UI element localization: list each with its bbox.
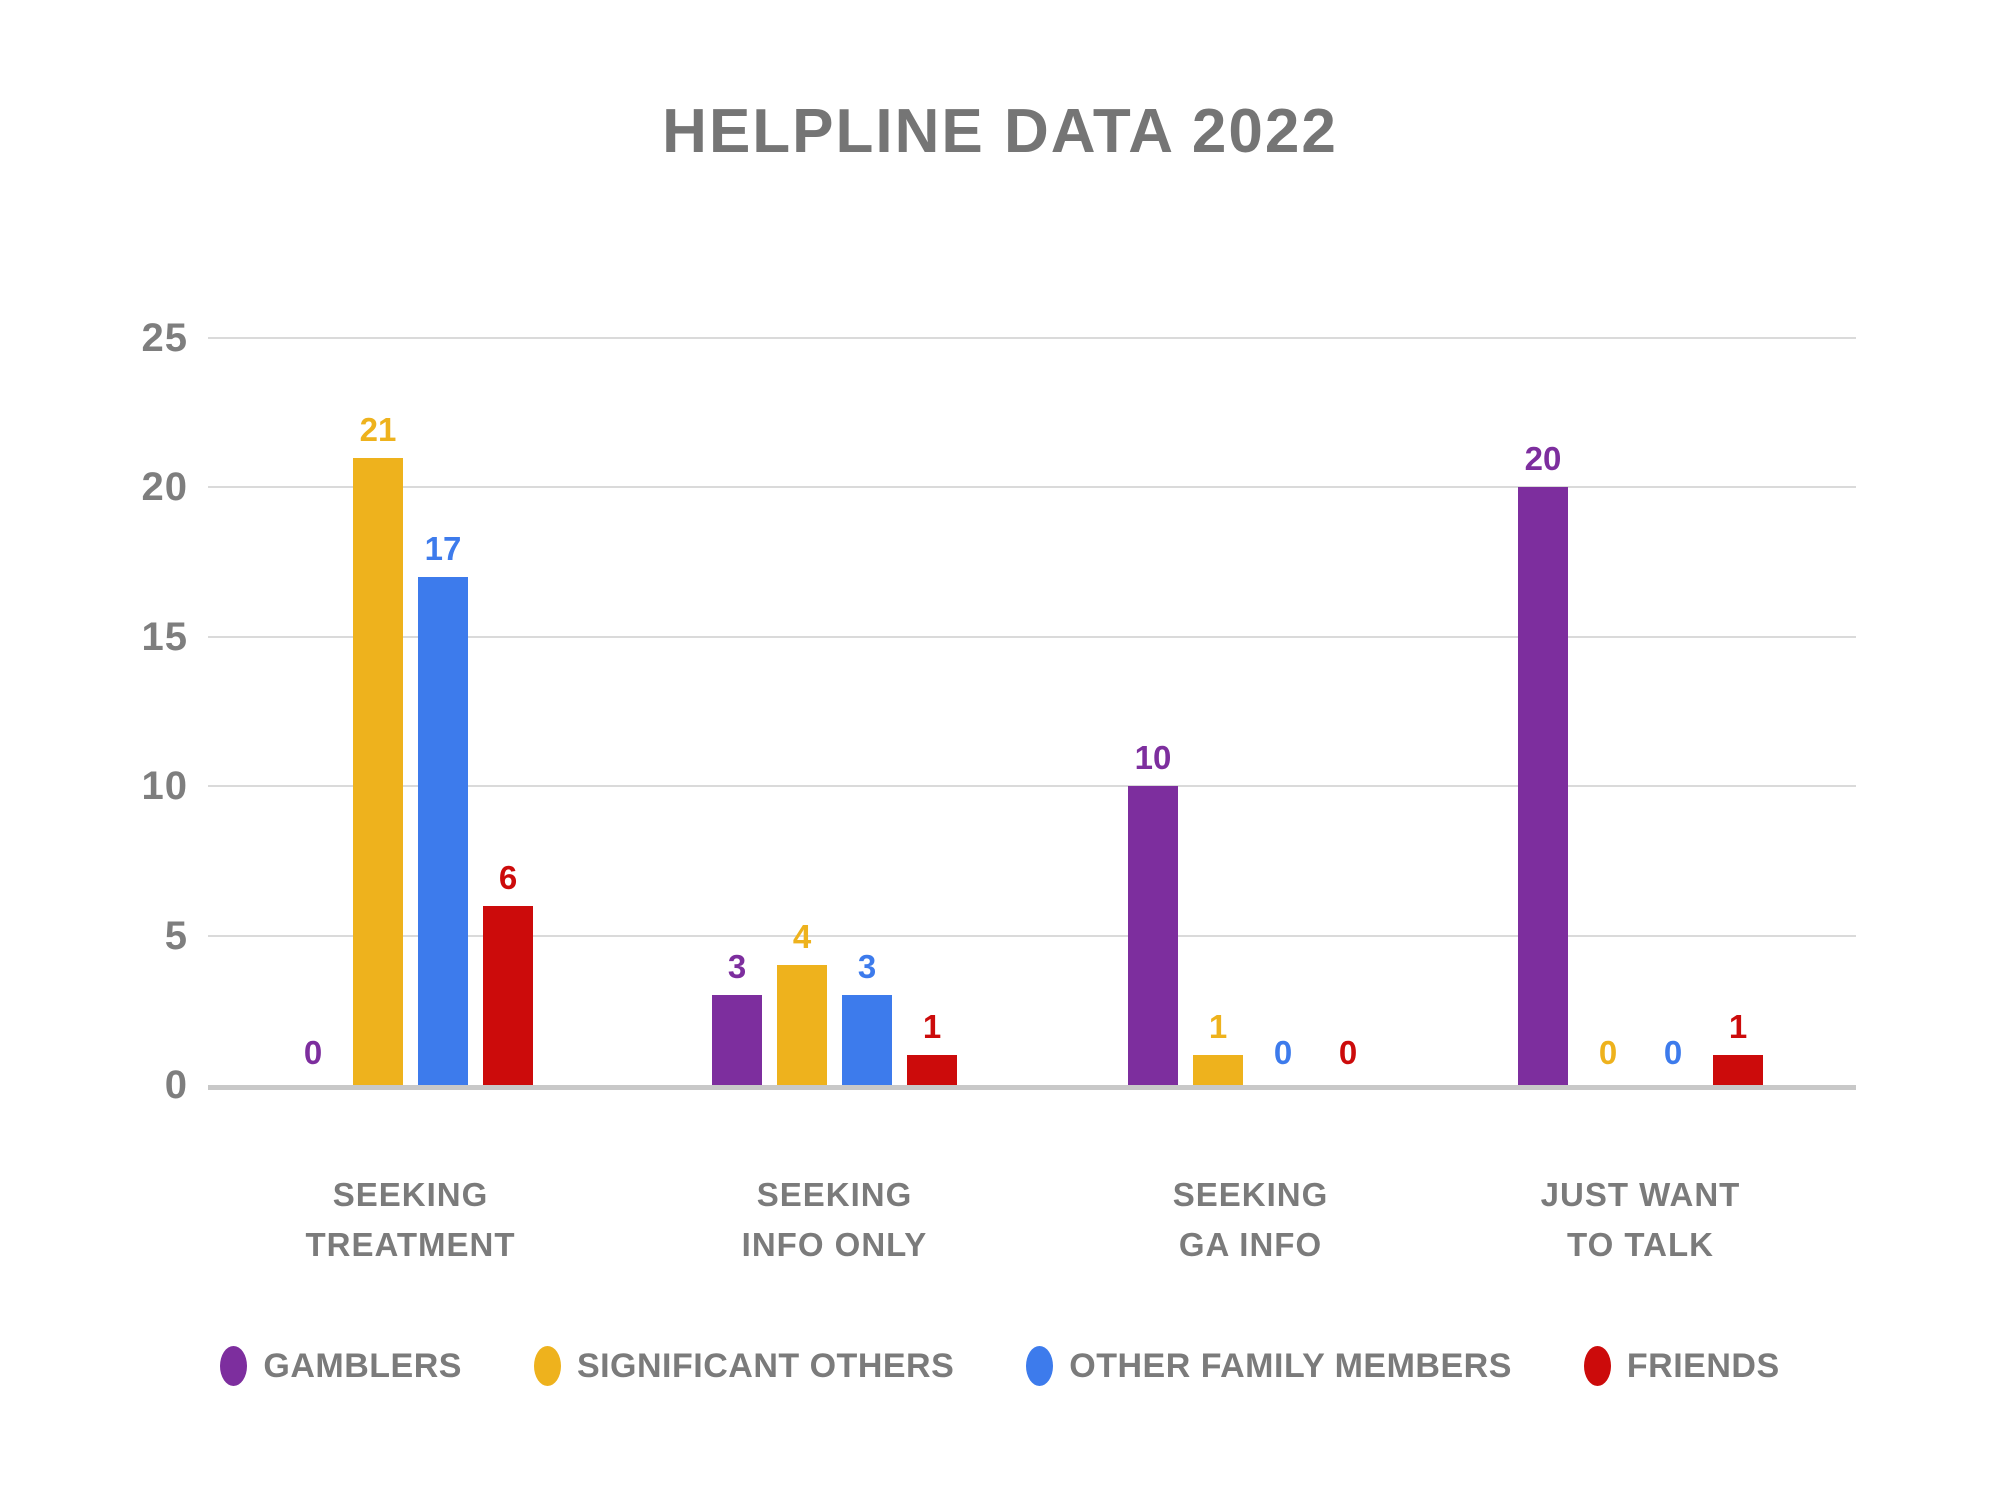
bar-slot-significant-others-seeking-info-only: 4 (777, 338, 827, 1085)
y-tick-label-25: 25 (141, 316, 188, 360)
bar-friends-seeking-treatment (483, 905, 533, 1085)
bar-value-label-other-family-members-seeking-info-only: 3 (857, 948, 877, 986)
bar-slot-other-family-members-just-want-to-talk: 0 (1648, 338, 1698, 1085)
bar-gamblers-seeking-ga-info (1128, 786, 1178, 1085)
bar-slot-significant-others-just-want-to-talk: 0 (1583, 338, 1633, 1085)
bar-value-label-friends-seeking-ga-info: 0 (1338, 1034, 1358, 1071)
bar-slot-significant-others-seeking-treatment: 21 (353, 338, 403, 1085)
gridline-10 (208, 785, 1856, 788)
x-axis-baseline (208, 1085, 1856, 1090)
bar-value-label-significant-others-seeking-ga-info: 1 (1208, 1008, 1228, 1046)
y-tick-label-0: 0 (164, 1063, 188, 1107)
y-tick-label-5: 5 (164, 913, 188, 958)
bar-value-label-gamblers-just-want-to-talk: 20 (1524, 440, 1562, 478)
bar-value-label-other-family-members-seeking-treatment: 17 (424, 530, 462, 568)
legend-dot-significant-others (533, 1346, 561, 1386)
bar-significant-others-seeking-treatment (353, 457, 403, 1085)
legend-item-other-family-members: OTHER FAMILY MEMBERS (1026, 1346, 1512, 1386)
bar-slot-other-family-members-seeking-ga-info: 0 (1258, 338, 1308, 1085)
y-tick-label-20: 20 (141, 465, 188, 510)
bar-group-just-want-to-talk: 20 0 0 1 (1518, 338, 1763, 1085)
bar-other-family-members-seeking-treatment (418, 577, 468, 1085)
bar-value-label-friends-just-want-to-talk: 1 (1728, 1008, 1748, 1046)
bar-value-label-friends-seeking-treatment: 6 (498, 858, 518, 896)
y-tick-label-15: 15 (141, 614, 188, 659)
bar-value-label-gamblers-seeking-treatment: 0 (303, 1034, 323, 1071)
legend-dot-friends (1583, 1346, 1611, 1386)
bar-value-label-gamblers-seeking-ga-info: 10 (1134, 739, 1172, 777)
bar-value-label-friends-seeking-info-only: 1 (922, 1008, 942, 1046)
gridline-25 (208, 337, 1856, 339)
bar-slot-gamblers-seeking-info-only: 3 (712, 338, 762, 1085)
legend-label-friends: FRIENDS (1626, 1347, 1780, 1385)
legend-item-significant-others: SIGNIFICANT OTHERS (533, 1346, 955, 1386)
legend: GAMBLERS SIGNIFICANT OTHERS OTHER FAMILY M… (0, 1346, 2000, 1386)
gridline-15 (208, 635, 1856, 638)
legend-item-gamblers: GAMBLERS (220, 1346, 462, 1386)
bar-group-seeking-info-only: 3 4 3 1 (712, 338, 957, 1085)
bar-value-label-other-family-members-seeking-ga-info: 0 (1273, 1034, 1293, 1071)
category-label-seeking-ga-info: SEEKING GA INFO (1172, 1176, 1329, 1263)
gridline-5 (208, 934, 1856, 937)
bar-gamblers-just-want-to-talk (1518, 487, 1568, 1085)
bar-friends-just-want-to-talk (1713, 1055, 1763, 1085)
bar-group-seeking-treatment: 0 21 17 6 (288, 338, 533, 1085)
legend-label-significant-others: SIGNIFICANT OTHERS (576, 1347, 955, 1385)
bar-value-label-significant-others-seeking-info-only: 4 (792, 918, 812, 956)
bar-significant-others-seeking-ga-info (1193, 1055, 1243, 1085)
chart-title: HELPLINE DATA 2022 (662, 97, 1338, 166)
bar-value-label-gamblers-seeking-info-only: 3 (727, 948, 747, 986)
bar-slot-friends-just-want-to-talk: 1 (1713, 338, 1763, 1085)
bar-significant-others-seeking-info-only (777, 965, 827, 1085)
plot-area: 0 5 10 15 20 25 0 21 17 6 SEEKING TREATMENT 3 4 3 1 SEE… (142, 318, 1856, 1263)
bar-slot-gamblers-seeking-treatment: 0 (288, 338, 338, 1085)
category-label-seeking-info-only: SEEKING INFO ONLY (741, 1176, 928, 1263)
gridline-20 (208, 486, 1856, 489)
bar-value-label-significant-others-seeking-treatment: 21 (359, 410, 397, 448)
bar-slot-other-family-members-seeking-treatment: 17 (418, 338, 468, 1085)
bar-slot-friends-seeking-info-only: 1 (907, 338, 957, 1085)
category-label-seeking-treatment: SEEKING TREATMENT (305, 1176, 516, 1263)
bar-value-label-significant-others-just-want-to-talk: 0 (1598, 1034, 1618, 1071)
bar-slot-friends-seeking-treatment: 6 (483, 338, 533, 1085)
legend-item-friends: FRIENDS (1583, 1346, 1780, 1386)
bar-slot-significant-others-seeking-ga-info: 1 (1193, 338, 1243, 1085)
bar-slot-friends-seeking-ga-info: 0 (1323, 338, 1373, 1085)
bar-friends-seeking-info-only (907, 1055, 957, 1085)
bar-slot-gamblers-just-want-to-talk: 20 (1518, 338, 1568, 1085)
category-label-just-want-to-talk: JUST WANT TO TALK (1540, 1176, 1741, 1263)
legend-label-other-family-members: OTHER FAMILY MEMBERS (1069, 1347, 1512, 1385)
bar-slot-other-family-members-seeking-info-only: 3 (842, 338, 892, 1085)
bar-slot-gamblers-seeking-ga-info: 10 (1128, 338, 1178, 1085)
bar-other-family-members-seeking-info-only (842, 995, 892, 1085)
bar-value-label-other-family-members-just-want-to-talk: 0 (1663, 1034, 1683, 1071)
legend-dot-other-family-members (1026, 1346, 1054, 1386)
bar-group-seeking-ga-info: 10 1 0 0 (1128, 338, 1373, 1085)
bar-gamblers-seeking-info-only (712, 995, 762, 1085)
legend-label-gamblers: GAMBLERS (263, 1347, 462, 1385)
y-tick-label-10: 10 (141, 764, 188, 809)
legend-dot-gamblers (220, 1346, 248, 1386)
